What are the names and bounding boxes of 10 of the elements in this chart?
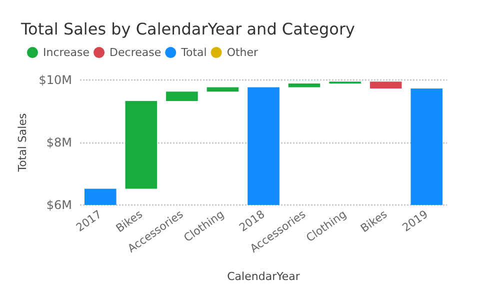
chart-title: Total Sales by CalendarYear and Category	[20, 20, 356, 38]
y-axis-title: Total Sales	[16, 113, 29, 173]
legend-label: Other	[226, 46, 259, 59]
legend-label: Increase	[43, 46, 90, 59]
y-tick-label: $6M	[46, 198, 72, 212]
legend-label: Decrease	[110, 46, 162, 59]
y-tick-label: $10M	[38, 73, 72, 87]
x-axis-title: CalendarYear	[227, 270, 300, 283]
y-tick-label: $8M	[46, 136, 72, 150]
legend-label: Total	[180, 46, 207, 59]
